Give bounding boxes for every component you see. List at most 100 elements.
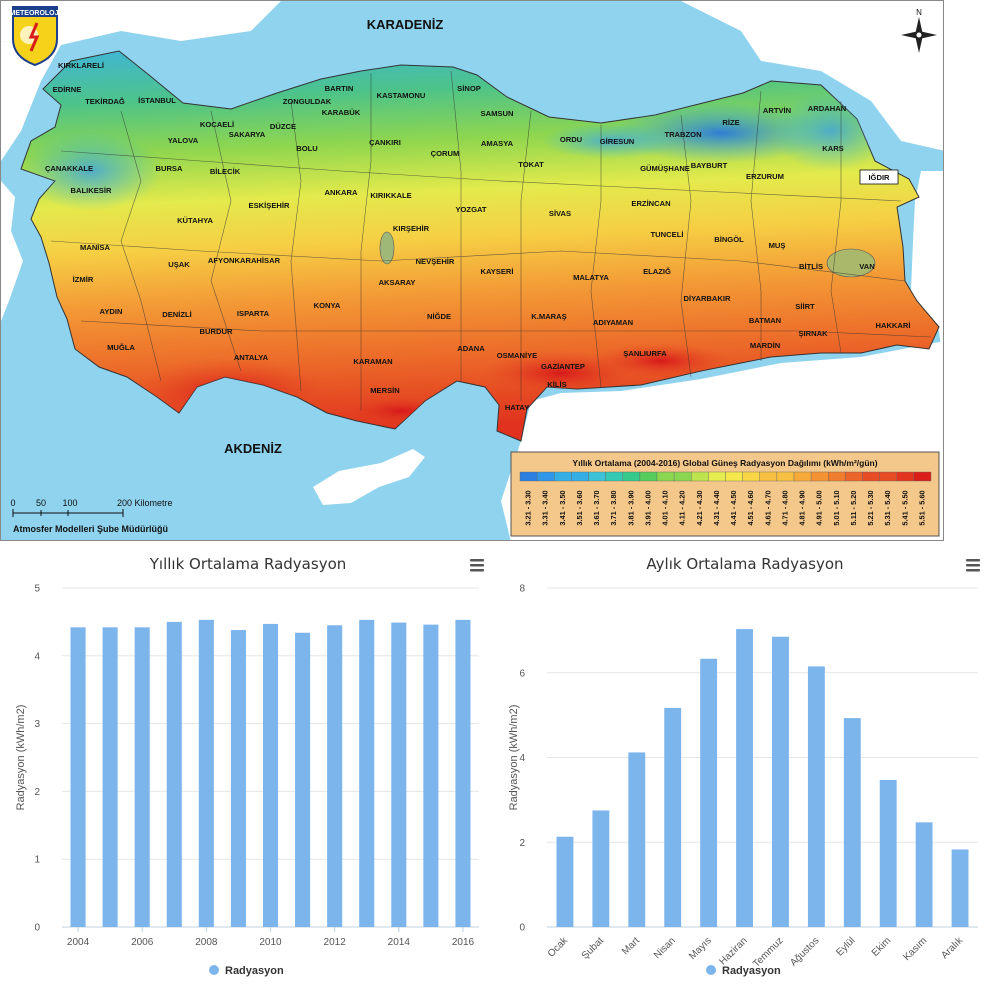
city-label: MUĞLA bbox=[107, 343, 135, 352]
bar[interactable] bbox=[359, 619, 375, 927]
city-label: ARDAHAN bbox=[808, 104, 846, 113]
x-tick-label: Haziran bbox=[718, 935, 750, 967]
legend-label: 4.51 - 4.60 bbox=[746, 490, 755, 525]
city-label: GİRESUN bbox=[600, 137, 635, 146]
bar[interactable] bbox=[807, 666, 825, 927]
bar[interactable] bbox=[230, 630, 246, 927]
bar[interactable] bbox=[915, 822, 933, 927]
bar[interactable] bbox=[391, 622, 407, 927]
city-label: KOCAELİ bbox=[200, 120, 234, 129]
y-tick-label: 6 bbox=[519, 668, 525, 679]
city-label: KARAMAN bbox=[353, 357, 392, 366]
legend-swatch bbox=[536, 471, 555, 482]
legend-label: 3.81 - 3.90 bbox=[626, 490, 635, 525]
legend-swatch bbox=[862, 471, 880, 482]
legend-swatch bbox=[571, 471, 589, 482]
legend-label: 5.41 - 5.50 bbox=[900, 490, 909, 525]
legend-swatch bbox=[742, 471, 760, 482]
city-label: DENİZLİ bbox=[162, 310, 192, 319]
legend-swatch bbox=[776, 471, 795, 482]
legend-swatch bbox=[656, 471, 675, 482]
bar[interactable] bbox=[736, 629, 753, 927]
monthly-chart-panel: Aylık Ortalama Radyasyon 0 2 4 6 8 Radyasyon (… bbox=[497, 546, 994, 986]
legend-label: 3.31 - 3.40 bbox=[541, 490, 550, 525]
chart-menu-icon[interactable] bbox=[466, 556, 488, 574]
city-label: BOLU bbox=[296, 144, 318, 153]
legend-label: 3.91 - 4.00 bbox=[643, 490, 652, 525]
bar[interactable] bbox=[102, 627, 118, 927]
legend-label: 4.81 - 4.90 bbox=[798, 490, 807, 525]
chart-legend[interactable]: Radyasyon bbox=[209, 965, 284, 977]
bar[interactable] bbox=[843, 718, 861, 927]
bar[interactable] bbox=[951, 849, 969, 927]
chart-title: Yıllık Ortalama Radyasyon bbox=[149, 555, 347, 573]
bar[interactable] bbox=[262, 623, 279, 927]
bar[interactable] bbox=[772, 636, 789, 927]
x-tick-label: 2010 bbox=[259, 937, 282, 948]
x-tick-label: Mayıs bbox=[687, 935, 714, 962]
city-label: IĞDIR bbox=[868, 173, 890, 182]
city-label: MUŞ bbox=[769, 241, 786, 250]
city-label: SAKARYA bbox=[229, 130, 266, 139]
legend-label: 4.91 - 5.00 bbox=[815, 490, 824, 525]
bar[interactable] bbox=[628, 752, 646, 927]
city-label: TOKAT bbox=[518, 160, 544, 169]
city-label: ESKİŞEHİR bbox=[249, 201, 290, 210]
city-label: K.MARAŞ bbox=[531, 312, 566, 321]
city-label: MARDİN bbox=[750, 341, 780, 350]
city-label: ELAZIĞ bbox=[643, 267, 671, 276]
legend-swatch bbox=[725, 471, 743, 482]
meteoroloji-logo: METEOROLOJİ bbox=[10, 6, 61, 67]
city-label: RİZE bbox=[722, 118, 739, 127]
bar[interactable] bbox=[455, 619, 471, 927]
scale-bar: 0 50 100 200 Kilometre bbox=[10, 498, 173, 517]
city-label: SİNOP bbox=[457, 84, 481, 93]
legend-swatch bbox=[639, 471, 658, 482]
bar[interactable] bbox=[700, 658, 718, 927]
city-label: ADANA bbox=[457, 344, 485, 353]
bar[interactable] bbox=[166, 621, 182, 927]
city-label: BİLECİK bbox=[210, 167, 241, 176]
legend-swatch bbox=[622, 471, 641, 482]
legend-swatch bbox=[519, 471, 538, 482]
y-tick-label: 5 bbox=[34, 584, 40, 595]
svg-text:200 Kilometre: 200 Kilometre bbox=[117, 498, 173, 508]
city-label: YALOVA bbox=[168, 136, 199, 145]
sea-label-south: AKDENİZ bbox=[224, 441, 282, 456]
city-label: ÇANAKKALE bbox=[45, 164, 93, 173]
bar[interactable] bbox=[879, 779, 897, 927]
city-label: NİĞDE bbox=[427, 312, 451, 321]
bar[interactable] bbox=[295, 632, 311, 927]
svg-text:0: 0 bbox=[10, 498, 15, 508]
bar[interactable] bbox=[592, 810, 610, 927]
city-label: ANKARA bbox=[325, 188, 358, 197]
y-tick-label: 2 bbox=[519, 838, 525, 849]
legend-label: Radyasyon bbox=[225, 965, 284, 977]
city-label: DİYARBAKIR bbox=[684, 294, 731, 303]
city-label: SAMSUN bbox=[481, 109, 514, 118]
legend-swatch bbox=[759, 471, 778, 482]
city-label: BİTLİS bbox=[799, 262, 823, 271]
bar[interactable] bbox=[423, 624, 439, 927]
bar[interactable] bbox=[664, 707, 682, 927]
city-label: ISPARTA bbox=[237, 309, 270, 318]
city-label: KARABÜK bbox=[322, 108, 361, 117]
bar[interactable] bbox=[198, 619, 214, 927]
bar[interactable] bbox=[556, 836, 574, 927]
city-label: DÜZCE bbox=[270, 122, 296, 131]
city-label: ADIYAMAN bbox=[593, 318, 633, 327]
bar[interactable] bbox=[70, 627, 86, 927]
city-label: TRABZON bbox=[664, 130, 701, 139]
bar[interactable] bbox=[134, 627, 150, 927]
y-tick-label: 2 bbox=[34, 787, 40, 798]
y-tick-label: 8 bbox=[519, 584, 525, 595]
x-tick-label: Mart bbox=[620, 935, 642, 957]
bar[interactable] bbox=[327, 625, 343, 927]
city-label: BURSA bbox=[155, 164, 183, 173]
city-label: ORDU bbox=[560, 135, 583, 144]
x-tick-label: 2014 bbox=[388, 937, 411, 948]
city-label: KAYSERİ bbox=[480, 267, 513, 276]
chart-legend[interactable]: Radyasyon bbox=[706, 965, 781, 977]
chart-menu-icon[interactable] bbox=[962, 556, 984, 574]
